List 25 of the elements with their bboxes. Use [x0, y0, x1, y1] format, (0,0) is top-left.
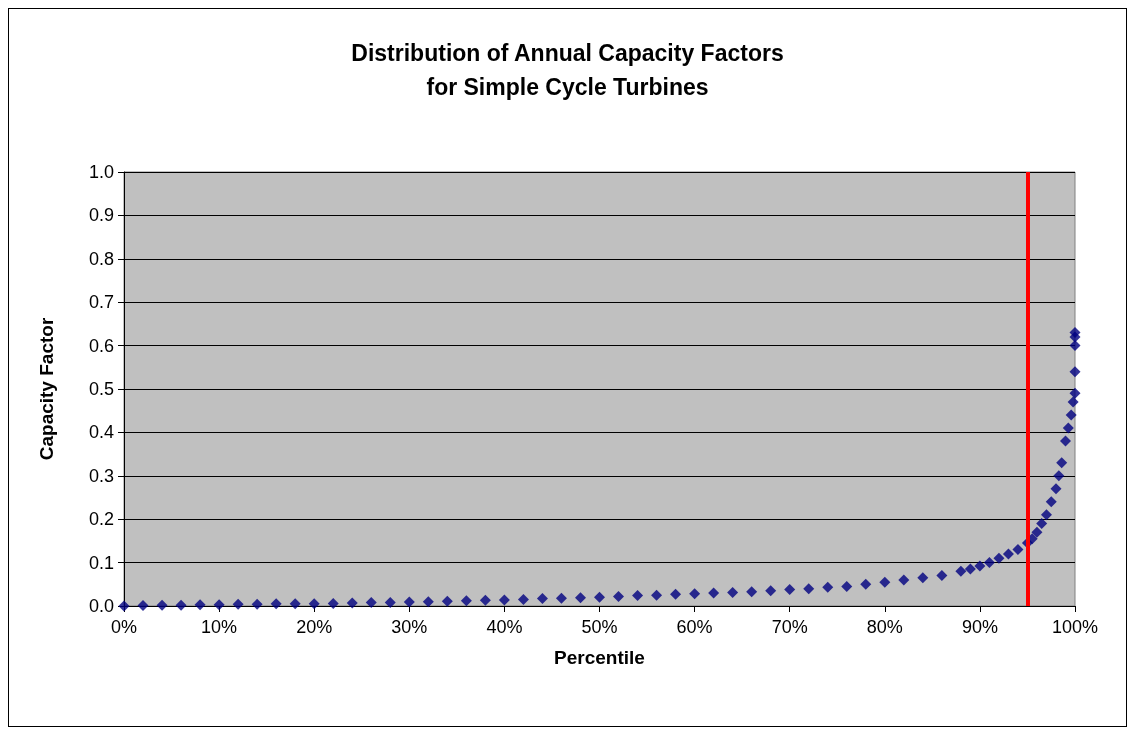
x-tick-label: 40% [486, 617, 523, 637]
y-tick-label: 0.0 [88, 596, 114, 616]
y-tick-label: 0.4 [88, 422, 114, 443]
y-tick-label: 0.3 [88, 465, 114, 486]
x-tick-label: 100% [1051, 617, 1099, 637]
x-tick-label: 0% [110, 617, 138, 637]
x-tick-label: 60% [676, 617, 713, 637]
x-tick-label: 90% [961, 617, 998, 637]
y-axis-title: Capacity Factor [36, 317, 57, 461]
y-tick-label: 0.5 [88, 379, 114, 399]
x-tick-label: 80% [866, 617, 903, 637]
y-tick-label: 0.1 [88, 552, 114, 573]
y-tick-label: 0.9 [88, 205, 114, 226]
y-tick-label: 1.0 [88, 162, 114, 182]
x-tick-label: 70% [771, 617, 808, 637]
x-tick-label: 10% [201, 617, 238, 637]
x-tick-label: 20% [296, 617, 333, 637]
chart-title: Distribution of Annual Capacity Factors for Simple Cycle Turbines [351, 40, 784, 100]
y-tick-label: 0.8 [88, 248, 114, 269]
y-tick-label: 0.2 [88, 509, 114, 530]
x-tick-label: 30% [391, 617, 428, 637]
y-tick-label: 0.7 [88, 292, 114, 313]
x-axis-title: Percentile [554, 647, 645, 668]
x-tick-label: 50% [581, 617, 618, 637]
y-tick-label: 0.6 [88, 335, 114, 356]
